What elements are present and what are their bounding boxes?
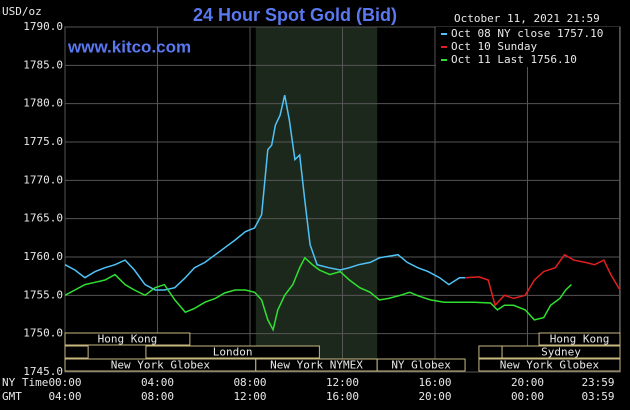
legend-label: Oct 11 Last 1756.10 (451, 53, 577, 66)
x-tick-label: 00:00 (48, 376, 81, 389)
legend-box (436, 27, 619, 67)
y-tick-label: 1760.0 (23, 250, 63, 263)
session-box (145, 345, 320, 359)
session-box (64, 332, 191, 346)
y-tick-label: 1745.0 (23, 365, 63, 378)
session-label: New York NYMEX (270, 359, 363, 372)
y-tick-label: 1790.0 (23, 20, 63, 33)
session-label: Sydney (541, 346, 581, 359)
x2-tick-label: 04:00 (48, 390, 81, 403)
session-box (478, 345, 503, 359)
y-tick-label: 1755.0 (23, 288, 63, 301)
session-label: NY Globex (391, 359, 451, 372)
series-line (465, 253, 621, 307)
x-tick-label: 04:00 (141, 376, 174, 389)
x-tick-label: 08:00 (233, 376, 266, 389)
x-tick-label: 23:59 (581, 376, 614, 389)
session-box (478, 358, 621, 372)
timestamp: October 11, 2021 21:59 (454, 12, 600, 25)
session-box (376, 358, 466, 372)
session-label: Hong Kong (550, 333, 610, 346)
chart-title: 24 Hour Spot Gold (Bid) (193, 5, 397, 25)
x-axis-label: NY Time (2, 376, 48, 389)
y-tick-label: 1770.0 (23, 173, 63, 186)
session-box (538, 332, 621, 346)
series-line (64, 95, 466, 291)
y-tick-label: 1785.0 (23, 58, 63, 71)
y-tick-label: 1780.0 (23, 97, 63, 110)
y-tick-label: 1775.0 (23, 135, 63, 148)
site-name: www.kitco.com (67, 37, 191, 56)
x2-tick-label: 08:00 (141, 390, 174, 403)
legend-label: Oct 10 Sunday (451, 40, 537, 53)
y-tick-label: 1750.0 (23, 327, 63, 340)
x-tick-label: 16:00 (418, 376, 451, 389)
session-label: New York Globex (111, 359, 211, 372)
legend-label: Oct 08 NY close 1757.10 (451, 27, 603, 40)
y-axis-label: USD/oz (2, 5, 42, 18)
highlight-band (255, 27, 378, 372)
x2-tick-label: 00:00 (511, 390, 544, 403)
x2-tick-label: 03:59 (581, 390, 614, 403)
session-box (501, 345, 621, 359)
x2-axis-label: GMT (2, 390, 22, 403)
session-label: Hong Kong (98, 333, 158, 346)
x2-tick-label: 12:00 (233, 390, 266, 403)
x-tick-label: 20:00 (511, 376, 544, 389)
series-line (64, 256, 572, 332)
y-tick-label: 1765.0 (23, 212, 63, 225)
x2-tick-label: 16:00 (326, 390, 359, 403)
session-box (64, 345, 89, 359)
x2-tick-label: 20:00 (418, 390, 451, 403)
session-label: London (213, 346, 253, 359)
x-tick-label: 12:00 (326, 376, 359, 389)
session-label: New York Globex (500, 359, 600, 372)
